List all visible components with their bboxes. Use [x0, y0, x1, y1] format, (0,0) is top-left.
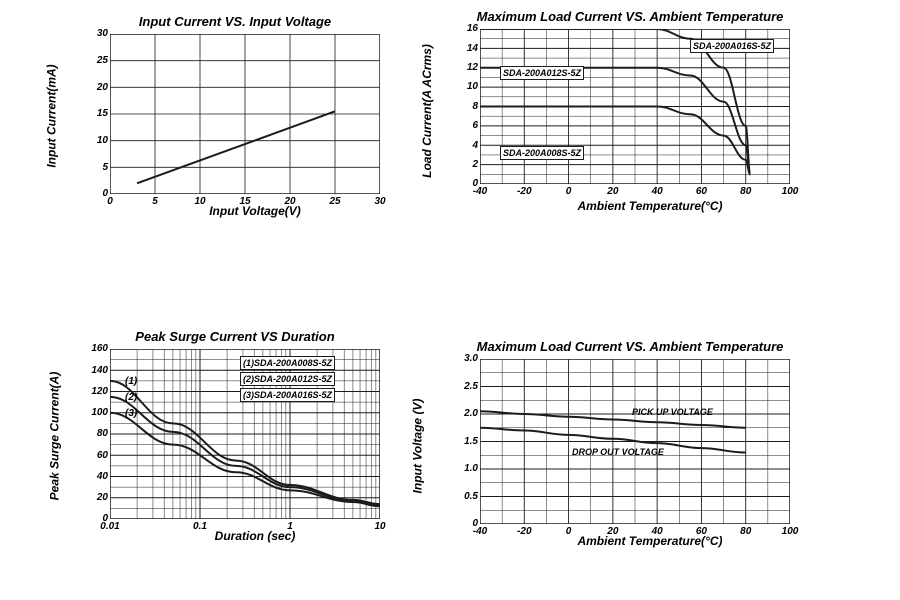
chart3-label-2: (2)SDA-200A012S-5Z: [240, 372, 335, 386]
chart2-label-008: SDA-200A008S-5Z: [500, 146, 584, 160]
chart3-num3: (3): [125, 408, 137, 419]
chart2-label-016: SDA-200A016S-5Z: [690, 39, 774, 53]
chart3-label-3: (3)SDA-200A016S-5Z: [240, 388, 335, 402]
chart1-ylabel: Input Current(mA): [45, 65, 59, 168]
chart4-title: Maximum Load Current VS. Ambient Tempera…: [440, 340, 820, 354]
chart3-num2: (2): [125, 392, 137, 403]
chart4-label-dropout: DROP OUT VOLTAGE: [570, 446, 666, 458]
chart1-title: Input Current VS. Input Voltage: [70, 15, 400, 29]
chart2-title: Maximum Load Current VS. Ambient Tempera…: [440, 10, 820, 24]
chart-peak-surge-vs-duration: Peak Surge Current VS Duration Peak Surg…: [70, 330, 400, 543]
chart3-ylabel: Peak Surge Current(A): [47, 372, 61, 501]
chart4-label-pickup: PICK UP VOLTAGE: [630, 406, 715, 418]
chart2-label-012: SDA-200A012S-5Z: [500, 66, 584, 80]
chart3-num1: (1): [125, 376, 137, 387]
chart2-ylabel: Load Current(A ACrms): [420, 44, 434, 178]
chart-voltage-vs-temp: Maximum Load Current VS. Ambient Tempera…: [440, 340, 820, 548]
chart-input-current-vs-voltage: Input Current VS. Input Voltage Input Cu…: [70, 15, 400, 218]
chart3-label-1: (1)SDA-200A008S-5Z: [240, 356, 335, 370]
chart3-title: Peak Surge Current VS Duration: [70, 330, 400, 344]
chart3-xlabel: Duration (sec): [110, 529, 400, 543]
chart4-ylabel: Input Voltage (V): [410, 399, 424, 494]
chart-max-load-vs-temp: Maximum Load Current VS. Ambient Tempera…: [440, 10, 820, 213]
chart2-xlabel: Ambient Temperature(°C): [480, 199, 820, 213]
